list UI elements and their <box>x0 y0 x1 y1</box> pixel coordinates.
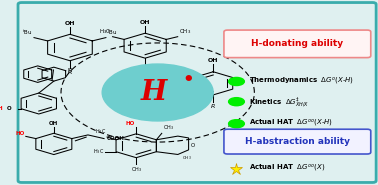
Text: H-donating ability: H-donating ability <box>251 39 344 48</box>
Text: H$_3$C: H$_3$C <box>95 128 106 137</box>
Text: R: R <box>143 67 147 72</box>
Text: $\bf{Kinetics}$  $\Delta G^{\ddagger}_{XH/X}$: $\bf{Kinetics}$ $\Delta G^{\ddagger}_{XH… <box>249 95 309 109</box>
Text: H$_3$C: H$_3$C <box>99 27 112 36</box>
Text: HO: HO <box>125 121 135 126</box>
Text: CH$_3$: CH$_3$ <box>163 124 174 132</box>
FancyBboxPatch shape <box>224 129 371 154</box>
Text: H-abstraction ability: H-abstraction ability <box>245 137 350 146</box>
Text: H: H <box>141 79 167 106</box>
Text: CH$_3$: CH$_3$ <box>182 154 192 162</box>
Circle shape <box>229 120 244 128</box>
Text: $^t$Bu: $^t$Bu <box>107 28 118 37</box>
Text: COOH: COOH <box>107 136 125 141</box>
Circle shape <box>229 78 244 85</box>
Text: O: O <box>7 106 11 111</box>
Text: R: R <box>68 70 72 75</box>
Text: H$_3$C: H$_3$C <box>93 147 104 156</box>
FancyBboxPatch shape <box>18 3 376 182</box>
Text: •: • <box>182 71 194 89</box>
Text: CH$_3$: CH$_3$ <box>131 165 142 174</box>
Text: N: N <box>67 68 71 73</box>
Text: CH$_3$: CH$_3$ <box>179 27 191 36</box>
Text: $\bf{Thermodynamics}$  $\Delta G^{o}(X\text{-}H)$: $\bf{Thermodynamics}$ $\Delta G^{o}(X\te… <box>249 76 354 87</box>
Text: OH: OH <box>140 20 150 25</box>
Text: $\bf{Actual\ HAT}$  $\Delta G^{oo}(X)$: $\bf{Actual\ HAT}$ $\Delta G^{oo}(X)$ <box>249 163 325 174</box>
Text: OH: OH <box>208 58 218 63</box>
Text: OH: OH <box>65 21 75 26</box>
Circle shape <box>229 98 244 106</box>
Circle shape <box>102 64 213 121</box>
Text: $\bf{Actual\ HAT}$  $\Delta G^{oo}(X\text{-}H)$: $\bf{Actual\ HAT}$ $\Delta G^{oo}(X\text… <box>249 118 333 129</box>
Text: O: O <box>191 143 195 148</box>
Text: H: H <box>0 106 3 111</box>
Text: HO: HO <box>15 131 25 136</box>
Text: R: R <box>211 104 215 109</box>
Text: OH: OH <box>49 121 59 126</box>
Text: $^t$Bu: $^t$Bu <box>22 28 33 37</box>
FancyBboxPatch shape <box>224 30 371 58</box>
